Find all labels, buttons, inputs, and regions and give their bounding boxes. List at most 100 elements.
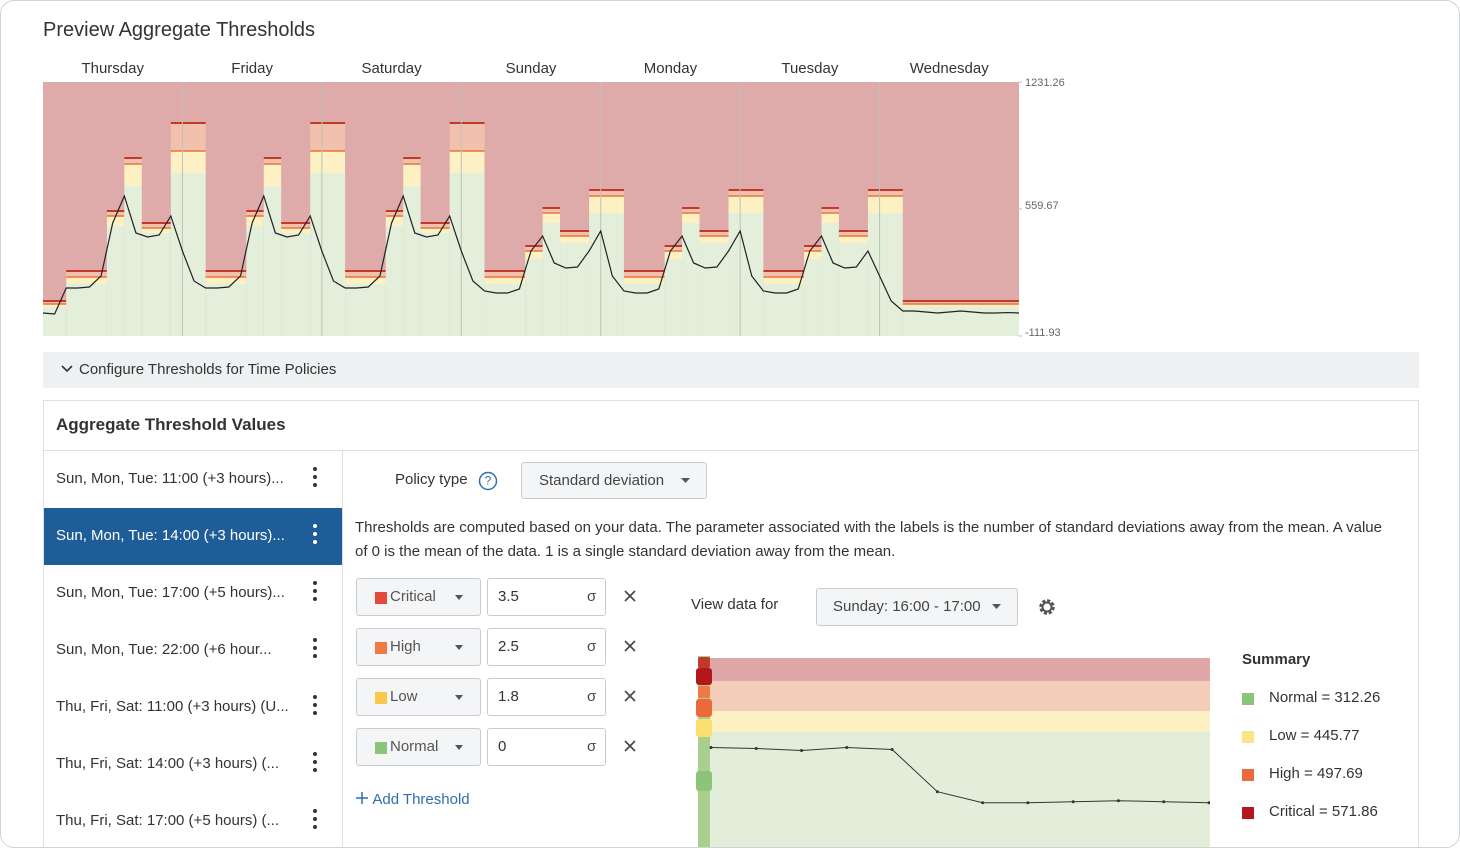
policy-label: Thu, Fri, Sat: 11:00 (+3 hours) (U... <box>56 698 289 715</box>
normal-band <box>141 232 171 336</box>
data-point <box>890 747 894 751</box>
high-band <box>449 122 485 151</box>
low-band <box>699 235 729 243</box>
level-dropdown[interactable]: High <box>356 628 481 666</box>
level-input[interactable]: 3.5 σ <box>487 578 606 616</box>
level-input[interactable]: 1.8 σ <box>487 678 606 716</box>
menu-icon[interactable] <box>313 752 319 776</box>
critical-band <box>710 658 1210 681</box>
level-value: 0 <box>498 738 507 755</box>
policy-label: Sun, Mon, Tue: 14:00 (+3 hours)... <box>56 527 285 544</box>
low-band <box>728 195 764 213</box>
policy-item[interactable]: Sun, Mon, Tue: 22:00 (+6 hour... <box>44 622 342 679</box>
normal-band <box>246 225 264 336</box>
level-label: High <box>390 638 421 655</box>
low-band <box>902 303 1019 307</box>
dot <box>313 597 317 601</box>
summary-title: Summary <box>1242 651 1311 668</box>
high-band <box>623 270 665 277</box>
mini-chart <box>696 656 1210 847</box>
high-band <box>589 189 624 196</box>
level-swatch <box>375 692 387 704</box>
level-swatch <box>375 642 387 654</box>
remove-icon[interactable] <box>623 639 637 653</box>
remove-icon[interactable] <box>623 689 637 703</box>
data-line <box>42 194 1020 315</box>
data-point <box>1071 800 1075 804</box>
y-tick-label: 1231.26 <box>1025 77 1065 89</box>
summary-swatch <box>1242 807 1254 819</box>
level-input[interactable]: 2.5 σ <box>487 628 606 666</box>
day-label: Tuesday <box>781 60 838 77</box>
configure-label: Configure Thresholds for Time Policies <box>79 361 337 378</box>
rail-marker <box>696 668 712 685</box>
menu-icon[interactable] <box>313 524 319 548</box>
high-band <box>682 207 700 213</box>
high-band <box>664 245 683 251</box>
policy-label: Sun, Mon, Tue: 17:00 (+5 hours)... <box>56 584 285 601</box>
panel-title: Aggregate Threshold Values <box>56 415 286 434</box>
normal-band <box>170 172 206 336</box>
menu-icon[interactable] <box>313 638 319 662</box>
policy-item[interactable]: Sun, Mon, Tue: 14:00 (+3 hours)... <box>44 508 342 565</box>
low-band <box>484 276 526 284</box>
rail-marker <box>698 657 710 668</box>
menu-icon[interactable] <box>313 581 319 605</box>
policy-item[interactable]: Sun, Mon, Tue: 17:00 (+5 hours)... <box>44 565 342 622</box>
view-data-dropdown[interactable]: Sunday: 16:00 - 17:00 <box>816 588 1018 626</box>
threshold-panel: Aggregate Threshold Values Sun, Mon, Tue… <box>43 400 1419 847</box>
low-band <box>449 150 485 173</box>
level-dropdown[interactable]: Critical <box>356 578 481 616</box>
high-band <box>902 300 1019 304</box>
level-label: Normal <box>390 738 439 755</box>
low-band <box>43 303 67 307</box>
menu-icon[interactable] <box>313 809 319 833</box>
policy-type-dropdown[interactable]: Standard deviation <box>521 462 707 499</box>
data-point <box>709 745 713 749</box>
normal-band <box>403 185 421 336</box>
high-band <box>246 210 264 216</box>
policy-type-label: Policy type <box>395 471 468 488</box>
add-threshold[interactable]: Add Threshold <box>355 791 470 808</box>
high-band <box>310 122 346 151</box>
low-band <box>281 227 311 233</box>
summary-label: High = 497.69 <box>1269 765 1363 782</box>
low-band <box>385 215 404 226</box>
policy-item[interactable]: Thu, Fri, Sat: 14:00 (+3 hours) (... <box>44 736 342 793</box>
normal-band <box>124 185 142 336</box>
menu-icon[interactable] <box>313 467 319 491</box>
high-band <box>525 245 543 251</box>
dot <box>313 589 317 593</box>
help-icon[interactable]: ? <box>478 471 498 491</box>
add-threshold-label: Add Threshold <box>372 791 470 808</box>
low-band <box>263 163 282 186</box>
low-band <box>664 250 683 259</box>
low-band <box>542 212 561 223</box>
remove-icon[interactable] <box>623 739 637 753</box>
remove-icon[interactable] <box>623 589 637 603</box>
caret <box>455 745 463 750</box>
data-point <box>1116 799 1120 803</box>
dot <box>313 703 317 707</box>
settings-icon[interactable] <box>1036 596 1058 618</box>
normal-band <box>106 225 125 336</box>
normal-band <box>281 232 311 336</box>
configure-bar[interactable]: Configure Thresholds for Time Policies <box>43 352 1419 388</box>
data-line <box>710 746 1210 804</box>
threshold-chart: Thursday Friday Saturday Sunday Monday Tuesda… <box>42 60 1065 339</box>
policy-item[interactable]: Sun, Mon, Tue: 11:00 (+3 hours)... <box>44 451 342 508</box>
dot <box>313 483 317 487</box>
policy-item[interactable]: Thu, Fri, Sat: 11:00 (+3 hours) (U... <box>44 679 342 736</box>
policy-item[interactable]: Thu, Fri, Sat: 17:00 (+5 hours) (... <box>44 793 342 847</box>
level-dropdown[interactable]: Low <box>356 678 481 716</box>
data-point <box>1162 800 1166 804</box>
dot <box>313 475 317 479</box>
level-dropdown[interactable]: Normal <box>356 728 481 766</box>
dot <box>313 817 317 821</box>
normal-band <box>728 212 764 336</box>
menu-icon[interactable] <box>313 695 319 719</box>
high-band <box>106 210 125 216</box>
low-band <box>682 212 700 223</box>
low-band <box>821 212 839 223</box>
